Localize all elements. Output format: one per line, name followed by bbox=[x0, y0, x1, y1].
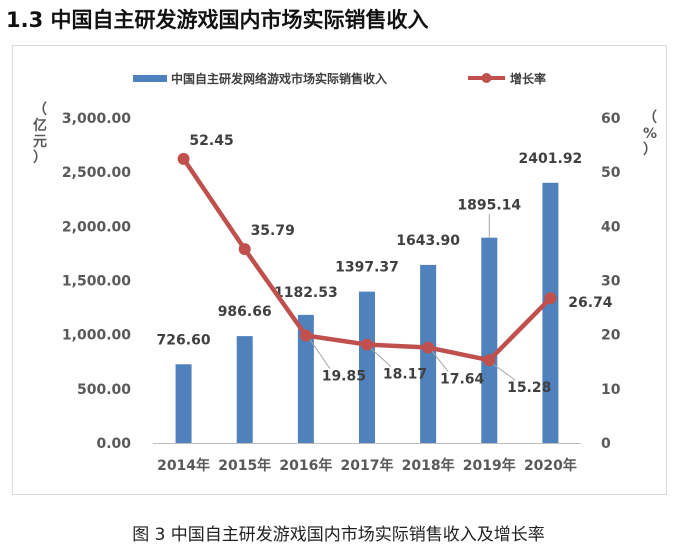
x-tick-label: 2017年 bbox=[341, 457, 394, 474]
growth-marker bbox=[422, 341, 435, 354]
y-left-tick-label: 1,500.00 bbox=[62, 274, 131, 290]
page-heading: 1.3 中国自主研发游戏国内市场实际销售收入 bbox=[6, 8, 429, 32]
y-right-tick-label: 40 bbox=[601, 219, 621, 235]
growth-label-leader bbox=[370, 348, 392, 367]
growth-marker bbox=[177, 152, 190, 165]
y-right-tick-label: 20 bbox=[601, 328, 621, 344]
y-left-tick-label: 3,000.00 bbox=[62, 111, 131, 127]
legend-bar-swatch bbox=[133, 75, 167, 82]
growth-marker bbox=[483, 354, 496, 367]
bar-data-label: 1182.53 bbox=[274, 285, 338, 301]
y-left-tick-label: 2,000.00 bbox=[62, 219, 131, 235]
growth-marker bbox=[238, 243, 251, 256]
x-tick-label: 2019年 bbox=[463, 457, 516, 474]
x-tick-label: 2014年 bbox=[157, 457, 210, 474]
bar bbox=[359, 291, 375, 443]
y-right-tick-label: 30 bbox=[601, 274, 621, 290]
growth-data-label: 52.45 bbox=[189, 133, 233, 149]
y-right-tick-label: 60 bbox=[601, 111, 621, 127]
x-tick-label: 2020年 bbox=[524, 457, 577, 474]
x-tick-label: 2018年 bbox=[402, 457, 455, 474]
bar-data-label: 1643.90 bbox=[396, 233, 460, 249]
bar-data-label: 1397.37 bbox=[335, 260, 399, 276]
y-right-unit-label: （%） bbox=[643, 110, 657, 158]
legend-line-label: 增长率 bbox=[510, 71, 546, 86]
y-left-tick-label: 2,500.00 bbox=[62, 165, 131, 181]
growth-data-label: 35.79 bbox=[251, 223, 295, 239]
chart-svg: 中国自主研发网络游戏市场实际销售收入 增长率 （亿元） （%） 0.00 500.00 1,… bbox=[33, 71, 657, 474]
bar bbox=[420, 264, 437, 443]
growth-label-leader bbox=[309, 339, 331, 369]
bar-data-label: 986.66 bbox=[218, 304, 272, 320]
y-left-tick-label: 1,000.00 bbox=[62, 328, 131, 344]
y-left-tick-label: 0.00 bbox=[96, 436, 131, 452]
growth-marker bbox=[544, 292, 557, 305]
growth-data-label: 18.17 bbox=[383, 367, 427, 383]
x-tick-label: 2016年 bbox=[279, 457, 332, 474]
growth-data-label: 15.28 bbox=[507, 380, 551, 396]
growth-marker bbox=[299, 329, 312, 342]
bar bbox=[175, 364, 192, 443]
growth-marker bbox=[361, 338, 373, 351]
bar bbox=[542, 182, 559, 444]
bar-data-label: 2401.92 bbox=[519, 151, 583, 167]
growth-data-label: 26.74 bbox=[568, 295, 613, 311]
bar bbox=[297, 314, 314, 443]
legend-bar-label: 中国自主研发网络游戏市场实际销售收入 bbox=[171, 71, 387, 86]
bar bbox=[236, 336, 253, 443]
bar bbox=[481, 237, 498, 443]
y-right-tick-label: 10 bbox=[601, 382, 621, 398]
y-right-tick-label: 0 bbox=[601, 436, 611, 452]
figure-caption: 图 3 中国自主研发游戏国内市场实际销售收入及增长率 bbox=[132, 525, 545, 545]
bar-data-label: 1895.14 bbox=[457, 198, 521, 214]
chart-frame: 中国自主研发网络游戏市场实际销售收入 增长率 （亿元） （%） 0.00 500.00 1,… bbox=[12, 45, 667, 495]
growth-label-leader bbox=[431, 351, 449, 372]
y-left-tick-label: 500.00 bbox=[77, 382, 131, 398]
y-right-tick-label: 50 bbox=[601, 165, 621, 181]
growth-data-label: 19.85 bbox=[322, 368, 366, 384]
bar-data-label: 726.60 bbox=[157, 332, 211, 348]
legend-line-marker bbox=[481, 73, 492, 83]
x-tick-label: 2015年 bbox=[218, 457, 271, 474]
growth-data-label: 17.64 bbox=[440, 371, 485, 387]
growth-label-leader bbox=[492, 363, 516, 381]
y-left-unit-label: （亿元） bbox=[33, 102, 47, 166]
